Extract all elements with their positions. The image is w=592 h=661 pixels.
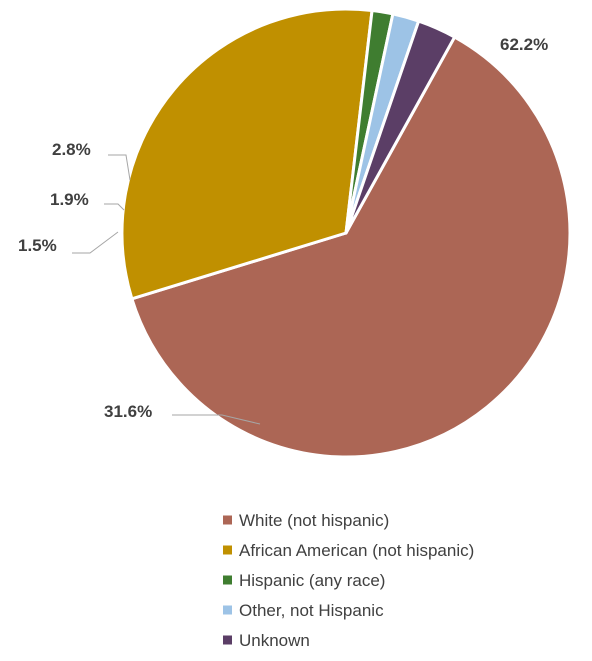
legend-item: White (not hispanic) [223,511,389,530]
leader-line [104,203,125,211]
leader-lines-layer [72,154,261,425]
legend-swatch [223,515,232,525]
legend-item: African American (not hispanic) [223,541,474,560]
legend-swatch [223,545,232,555]
data-label: 31.6% [104,402,152,421]
legend-swatch [223,635,232,645]
legend-label: White (not hispanic) [239,511,389,530]
legend-item: Unknown [223,631,310,650]
leader-line [172,414,261,425]
data-label: 1.9% [50,190,89,209]
leader-line [108,154,131,181]
legend-item: Other, not Hispanic [223,601,384,620]
pie-slice-white-not-hispanic [130,35,572,459]
data-label: 62.2% [500,35,548,54]
pie-slice-unknown [344,19,457,235]
data-labels-layer: 62.2% 31.6% 1.5% 1.9% 2.8% [18,35,548,421]
legend-label: Unknown [239,631,310,650]
slices-layer [120,7,572,459]
data-label: 1.5% [18,236,57,255]
legend-label: Hispanic (any race) [239,571,385,590]
legend-label: Other, not Hispanic [239,601,384,620]
legend-swatch [223,575,232,585]
legend: White (not hispanic) African American (no… [223,511,474,650]
legend-item: Hispanic (any race) [223,571,385,590]
legend-swatch [223,605,232,615]
leader-line [72,231,119,254]
legend-label: African American (not hispanic) [239,541,474,560]
pie-slice-african-american-not-hispanic [120,7,374,301]
data-label: 2.8% [52,140,91,159]
